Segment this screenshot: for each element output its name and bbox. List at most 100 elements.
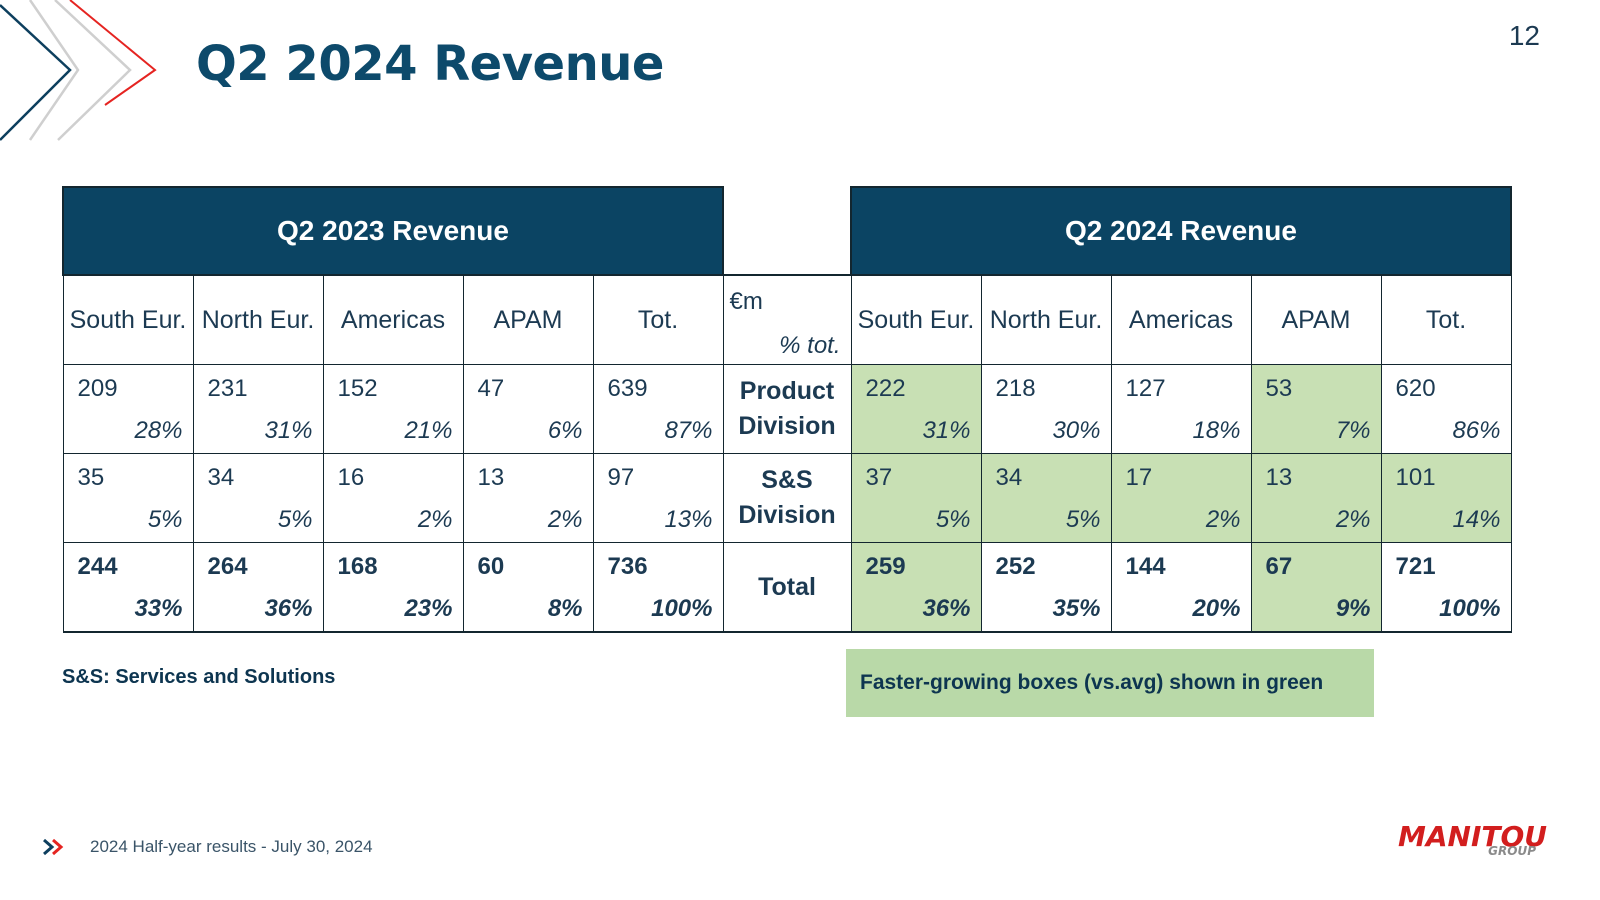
cell-value: 218: [995, 375, 1036, 402]
table-cell: 13 2%: [462, 453, 594, 543]
cell-percent: 13%: [664, 506, 713, 533]
col-north-eur-2023: North Eur.: [192, 274, 324, 365]
table-cell: 244 33%: [62, 542, 194, 633]
revenue-table: Q2 2023 Revenue Q2 2024 Revenue South Eu…: [62, 186, 1512, 633]
cell-percent: 14%: [1452, 506, 1501, 533]
abbreviation-note: S&S: Services and Solutions: [62, 666, 336, 688]
green-legend-box: Faster-growing boxes (vs.avg) shown in g…: [846, 649, 1374, 717]
table-cell-highlighted: 67 9%: [1250, 542, 1382, 633]
table-cell: 34 5%: [192, 453, 324, 543]
col-total-2023: Tot.: [592, 274, 724, 365]
cell-value: 13: [477, 464, 505, 491]
table-cell-highlighted: 53 7%: [1250, 364, 1382, 454]
column-headers: South Eur. North Eur. Americas APAM Tot.…: [62, 274, 1512, 365]
table-cell-highlighted: 37 5%: [850, 453, 982, 543]
manitou-logo: MANITOU GROUP: [1398, 820, 1547, 862]
table-cell: 639 87%: [592, 364, 724, 454]
cell-percent: 2%: [1335, 506, 1371, 533]
cell-value: 264: [207, 553, 248, 580]
q2-2024-header: Q2 2024 Revenue: [850, 186, 1512, 276]
decorative-chevrons: [0, 0, 157, 141]
table-cell-highlighted: 101 14%: [1380, 453, 1512, 543]
cell-value: 35: [77, 464, 105, 491]
table-cell: 168 23%: [322, 542, 464, 633]
table-cell: 252 35%: [980, 542, 1112, 633]
col-americas-2024: Americas: [1110, 274, 1252, 365]
cell-value: 127: [1125, 375, 1166, 402]
col-americas-2023: Americas: [322, 274, 464, 365]
cell-percent: 18%: [1192, 417, 1241, 444]
cell-value: 222: [865, 375, 906, 402]
row-label-line1: Product: [739, 377, 835, 405]
cell-percent: 30%: [1052, 417, 1101, 444]
cell-value: 144: [1125, 553, 1166, 580]
cell-value: 101: [1395, 464, 1436, 491]
table-cell-highlighted: 34 5%: [980, 453, 1112, 543]
table-cell: 16 2%: [322, 453, 464, 543]
cell-percent: 2%: [417, 506, 453, 533]
table-cell: 97 13%: [592, 453, 724, 543]
row-label-line1: Total: [758, 572, 816, 601]
chevron-right-icon: [43, 838, 64, 856]
logo-main: MANITOU: [1398, 820, 1548, 853]
cell-percent: 5%: [1065, 506, 1101, 533]
col-north-eur-2024: North Eur.: [980, 274, 1112, 365]
unit-header: €m % tot.: [722, 274, 852, 365]
cell-value: 34: [207, 464, 235, 491]
cell-value: 209: [77, 375, 118, 402]
table-cell-highlighted: 259 36%: [850, 542, 982, 633]
header-gap: [723, 187, 851, 275]
cell-percent: 5%: [277, 506, 313, 533]
cell-value: 97: [607, 464, 635, 491]
col-total-2024: Tot.: [1380, 274, 1512, 365]
cell-value: 736: [607, 553, 648, 580]
cell-value: 13: [1265, 464, 1293, 491]
footer-text: 2024 Half-year results - July 30, 2024: [90, 837, 373, 856]
table-row: 209 28% 231 31% 152 21% 47 6% 639 87% Product…: [62, 364, 1512, 454]
row-label-line1: S&S: [761, 466, 813, 494]
cell-percent: 2%: [547, 506, 583, 533]
cell-value: 16: [337, 464, 365, 491]
cell-value: 620: [1395, 375, 1436, 402]
page-number: 12: [1508, 20, 1540, 51]
table-cell: 127 18%: [1110, 364, 1252, 454]
row-label-ss-division: S&S Division: [722, 453, 852, 543]
cell-percent: 35%: [1052, 595, 1101, 622]
cell-value: 37: [865, 464, 893, 491]
table-cell: 736 100%: [592, 542, 724, 633]
table-row: 35 5% 34 5% 16 2% 13 2% 97 13% S&S Division 37…: [62, 453, 1512, 543]
cell-percent: 36%: [264, 595, 313, 622]
cell-value: 67: [1265, 553, 1293, 580]
table-cell: 721 100%: [1380, 542, 1512, 633]
cell-percent: 31%: [922, 417, 971, 444]
cell-percent: 6%: [547, 417, 583, 444]
table-row-total: 244 33% 264 36% 168 23% 60 8% 736 100% Total …: [62, 542, 1512, 633]
page-title: Q2 2024 Revenue: [196, 36, 664, 92]
cell-percent: 28%: [134, 417, 183, 444]
cell-value: 721: [1395, 553, 1436, 580]
cell-percent: 100%: [651, 595, 713, 622]
row-label-product-division: Product Division: [722, 364, 852, 454]
unit-pct: % tot.: [779, 332, 841, 359]
unit-eur: €m: [729, 288, 763, 315]
q2-2023-header: Q2 2023 Revenue: [62, 186, 724, 276]
table-cell: 264 36%: [192, 542, 324, 633]
cell-percent: 36%: [922, 595, 971, 622]
cell-percent: 21%: [404, 417, 453, 444]
table-cell: 47 6%: [462, 364, 594, 454]
table-cell: 231 31%: [192, 364, 324, 454]
cell-value: 152: [337, 375, 378, 402]
col-south-eur-2023: South Eur.: [62, 274, 194, 365]
cell-percent: 5%: [147, 506, 183, 533]
cell-percent: 8%: [547, 595, 583, 622]
logo-sub: GROUP: [1488, 844, 1536, 858]
cell-percent: 100%: [1439, 595, 1501, 622]
cell-value: 231: [207, 375, 248, 402]
cell-percent: 86%: [1452, 417, 1501, 444]
cell-value: 47: [477, 375, 505, 402]
col-south-eur-2024: South Eur.: [850, 274, 982, 365]
cell-value: 252: [995, 553, 1036, 580]
cell-percent: 2%: [1205, 506, 1241, 533]
table-cell: 620 86%: [1380, 364, 1512, 454]
table-cell-highlighted: 17 2%: [1110, 453, 1252, 543]
